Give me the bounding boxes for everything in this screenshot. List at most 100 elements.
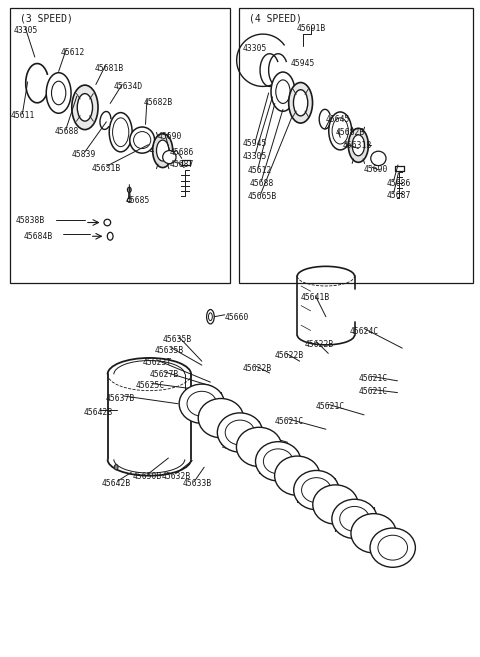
Ellipse shape	[133, 131, 151, 148]
Ellipse shape	[288, 83, 312, 123]
Text: 45624C: 45624C	[350, 327, 379, 336]
Ellipse shape	[114, 464, 118, 470]
Ellipse shape	[378, 535, 408, 560]
Text: 45633B: 45633B	[183, 479, 212, 488]
Ellipse shape	[352, 135, 364, 156]
Ellipse shape	[72, 85, 98, 129]
Text: 45627B: 45627B	[149, 370, 179, 378]
Ellipse shape	[153, 133, 173, 168]
Bar	[10, 8, 229, 283]
Text: 45622B: 45622B	[243, 364, 272, 373]
Ellipse shape	[127, 187, 131, 193]
Text: 45622B: 45622B	[275, 351, 304, 361]
Ellipse shape	[46, 73, 71, 113]
Ellipse shape	[294, 470, 339, 510]
Text: 45621C: 45621C	[359, 388, 388, 396]
Text: 45682B: 45682B	[144, 97, 173, 106]
Text: 45632B: 45632B	[161, 472, 191, 481]
Text: 45626B: 45626B	[239, 429, 268, 438]
Ellipse shape	[371, 151, 386, 166]
Ellipse shape	[313, 485, 358, 524]
Ellipse shape	[208, 313, 212, 321]
Ellipse shape	[198, 399, 243, 438]
Ellipse shape	[329, 112, 352, 150]
Ellipse shape	[275, 456, 320, 495]
Text: 45838B: 45838B	[16, 216, 45, 225]
Text: 45641B: 45641B	[301, 293, 330, 302]
Ellipse shape	[225, 420, 255, 445]
Text: 45691B: 45691B	[296, 24, 325, 33]
Text: 45686: 45686	[387, 179, 411, 188]
Text: 45690: 45690	[364, 165, 388, 174]
Text: 45623T: 45623T	[142, 358, 171, 367]
Text: 45665B: 45665B	[247, 193, 276, 202]
Text: 45690: 45690	[158, 132, 182, 141]
Text: (4 SPEED): (4 SPEED)	[249, 13, 301, 23]
Ellipse shape	[108, 233, 113, 240]
Text: 45621C: 45621C	[359, 374, 388, 383]
Text: 45686: 45686	[169, 148, 194, 157]
Text: 45634D: 45634D	[114, 82, 143, 91]
Text: 45631B: 45631B	[343, 141, 372, 150]
Ellipse shape	[237, 427, 282, 466]
Ellipse shape	[130, 127, 155, 153]
Ellipse shape	[104, 219, 111, 226]
Text: 45621C: 45621C	[222, 442, 251, 451]
Ellipse shape	[351, 514, 396, 553]
Text: 45945: 45945	[291, 59, 315, 68]
Text: 45635B: 45635B	[155, 346, 184, 355]
Ellipse shape	[163, 150, 176, 164]
Text: 45642B: 45642B	[102, 479, 131, 488]
Text: 45631B: 45631B	[92, 164, 121, 173]
Text: 45612: 45612	[60, 49, 85, 58]
Ellipse shape	[206, 309, 214, 324]
Ellipse shape	[340, 507, 369, 532]
Ellipse shape	[109, 112, 132, 152]
Text: 45650B: 45650B	[132, 472, 162, 481]
Text: 45839: 45839	[72, 150, 96, 159]
Text: (3 SPEED): (3 SPEED)	[21, 13, 73, 23]
Ellipse shape	[370, 528, 415, 567]
Ellipse shape	[332, 118, 348, 144]
Text: 45637B: 45637B	[106, 394, 135, 403]
Bar	[239, 8, 473, 283]
Ellipse shape	[51, 81, 66, 104]
Text: 45625C: 45625C	[136, 382, 165, 390]
Text: 45635B: 45635B	[163, 335, 192, 344]
Ellipse shape	[264, 449, 293, 474]
Ellipse shape	[271, 72, 295, 111]
Text: 45688: 45688	[250, 179, 274, 188]
Text: 45621C: 45621C	[275, 417, 304, 426]
Text: 45681B: 45681B	[95, 64, 124, 72]
Ellipse shape	[293, 90, 308, 116]
Text: 45685: 45685	[125, 196, 150, 205]
Text: 45621C: 45621C	[315, 403, 345, 411]
Text: 45611: 45611	[11, 111, 36, 120]
Text: 45682B: 45682B	[336, 127, 365, 137]
Ellipse shape	[187, 392, 216, 416]
Text: 45645: 45645	[326, 115, 350, 124]
Text: 43305: 43305	[13, 26, 38, 35]
Ellipse shape	[276, 80, 290, 103]
Ellipse shape	[77, 94, 93, 121]
Ellipse shape	[113, 118, 129, 147]
Text: 45612: 45612	[247, 166, 272, 175]
Ellipse shape	[217, 413, 263, 452]
Ellipse shape	[348, 128, 368, 162]
Ellipse shape	[301, 478, 331, 503]
Text: 43305: 43305	[242, 44, 267, 53]
Ellipse shape	[127, 198, 131, 202]
Text: 45622B: 45622B	[305, 340, 334, 349]
Text: 45660: 45660	[225, 313, 249, 322]
Text: 45945: 45945	[242, 139, 267, 148]
Text: 45688: 45688	[55, 127, 79, 136]
Ellipse shape	[255, 442, 301, 481]
Text: 43305: 43305	[242, 152, 267, 161]
Ellipse shape	[179, 384, 225, 423]
Text: 45684B: 45684B	[24, 232, 53, 240]
Text: 45687: 45687	[387, 191, 411, 200]
Ellipse shape	[332, 499, 377, 539]
Text: 45642B: 45642B	[84, 408, 113, 417]
Text: 45687: 45687	[169, 160, 194, 169]
Ellipse shape	[156, 140, 169, 161]
